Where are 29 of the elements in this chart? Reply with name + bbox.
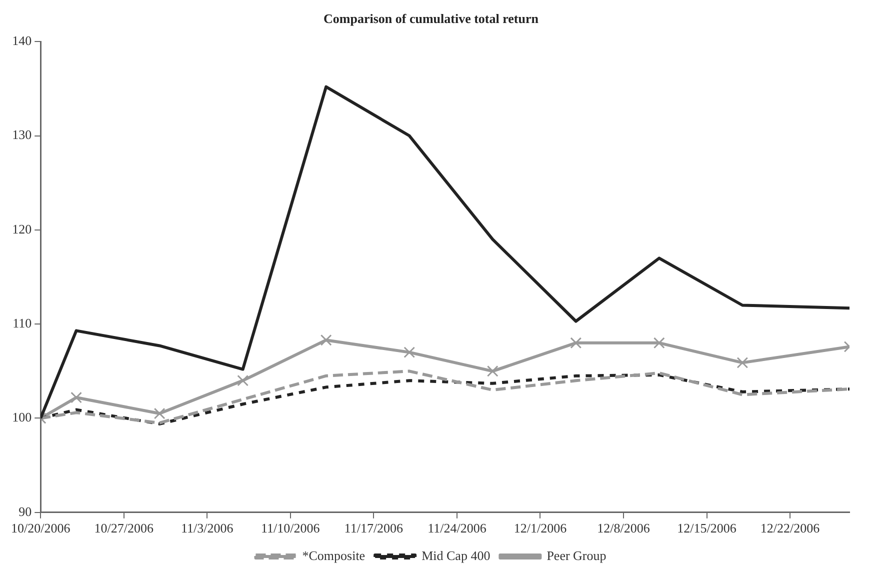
y-tick-label: 90 [18, 504, 32, 519]
x-tick-label: 12/22/2006 [760, 520, 820, 536]
x-tick-label: 12/8/2006 [597, 520, 650, 536]
point [404, 346, 416, 358]
chart-title: Comparison of cumulative total return [324, 11, 540, 26]
y-tick-label: 100 [12, 410, 32, 425]
x-tick-label: 11/24/2006 [428, 520, 487, 536]
y-tick-label: 110 [12, 316, 32, 330]
legend-label: *Composite [302, 548, 366, 563]
legend-label: Mid Cap 400 [422, 548, 490, 563]
x-tick-label: 10/27/2006 [94, 520, 154, 536]
point [486, 365, 498, 377]
y-tick-label: 130 [12, 127, 32, 142]
x-tick-label: 11/10/2006 [261, 520, 320, 536]
point [154, 408, 166, 420]
point [653, 337, 665, 349]
point [736, 356, 748, 368]
point [320, 334, 332, 346]
x-tick-label: 11/17/2006 [344, 520, 404, 536]
legend-label: Peer Group [546, 548, 606, 563]
x-tick-label: 12/15/2006 [677, 520, 737, 536]
x-tick-label: 10/20/2006 [10, 520, 71, 536]
point [570, 337, 582, 349]
point [237, 374, 249, 386]
point [70, 392, 82, 404]
x-tick-label: 11/3/2006 [181, 520, 234, 536]
y-tick-label: 140 [12, 33, 32, 48]
y-tick-label: 120 [12, 221, 32, 236]
x-tick-label: 12/1/2006 [514, 520, 568, 536]
